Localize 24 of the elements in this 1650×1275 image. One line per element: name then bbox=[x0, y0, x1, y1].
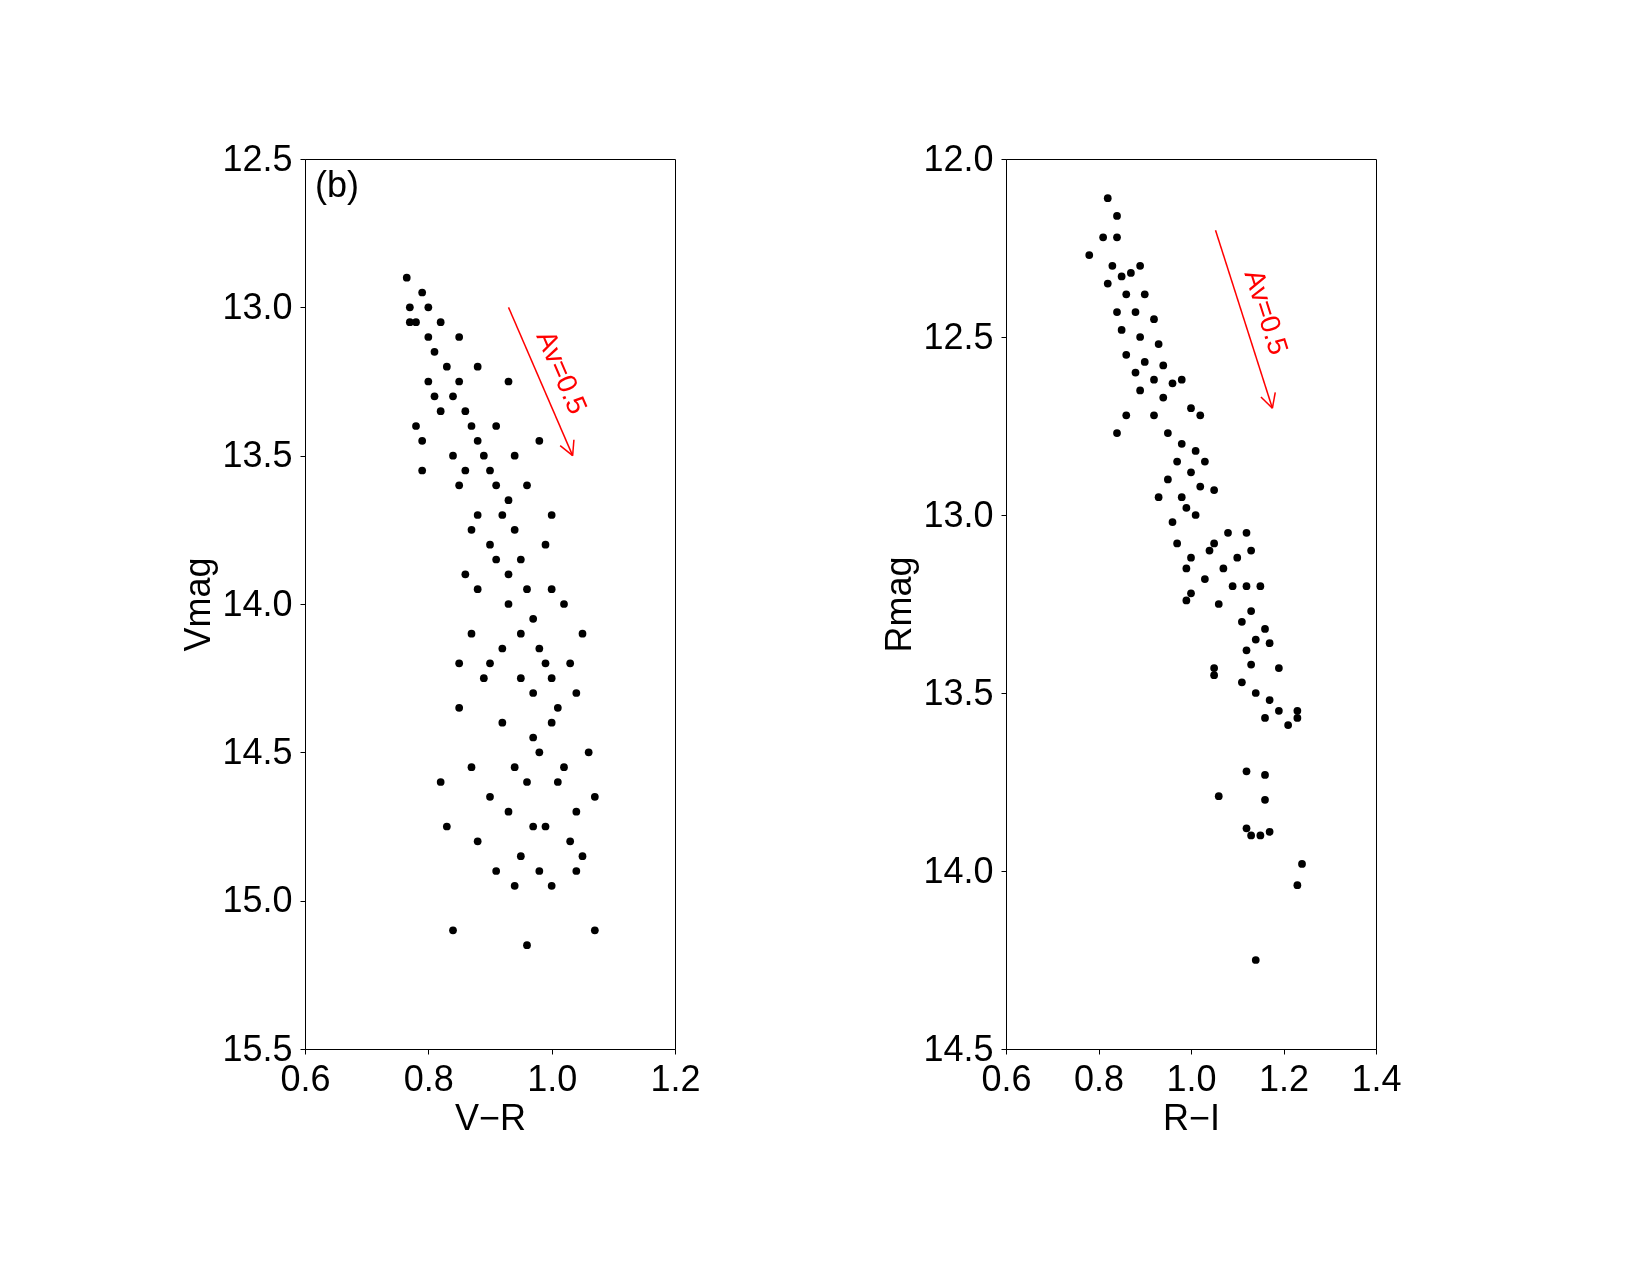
x-tick-label: 0.8 bbox=[403, 1057, 454, 1099]
annotation: Av=0.5 bbox=[1238, 265, 1295, 359]
x-axis-title: R−I bbox=[1162, 1096, 1221, 1138]
y-axis-title: Vmag bbox=[177, 557, 219, 652]
x-tick-label: 1.4 bbox=[1351, 1057, 1402, 1099]
y-axis-title: Rmag bbox=[878, 556, 920, 653]
y-tick-label: 12.5 bbox=[222, 137, 293, 179]
y-tick-label: 12.0 bbox=[923, 137, 994, 179]
x-axis-title: V−R bbox=[454, 1096, 527, 1138]
annotation: (b) bbox=[315, 164, 359, 205]
x-tick-label: 1.2 bbox=[650, 1057, 701, 1099]
y-tick-label: 13.5 bbox=[222, 434, 293, 476]
y-tick-label: 15.0 bbox=[222, 879, 293, 921]
x-tick-label: 1.0 bbox=[1166, 1057, 1217, 1099]
x-tick-label: 1.2 bbox=[1258, 1057, 1310, 1099]
y-tick-label: 14.5 bbox=[222, 730, 293, 772]
x-tick-label: 1.0 bbox=[527, 1057, 578, 1099]
y-tick-label: 14.0 bbox=[222, 582, 293, 624]
y-tick-label: 12.5 bbox=[923, 315, 994, 357]
x-tick-label: 0.8 bbox=[1073, 1057, 1125, 1099]
y-tick-label: 14.0 bbox=[923, 849, 994, 891]
y-tick-label: 13.0 bbox=[222, 285, 293, 327]
y-tick-label: 13.0 bbox=[923, 493, 994, 535]
y-tick-label: 13.5 bbox=[923, 671, 994, 713]
